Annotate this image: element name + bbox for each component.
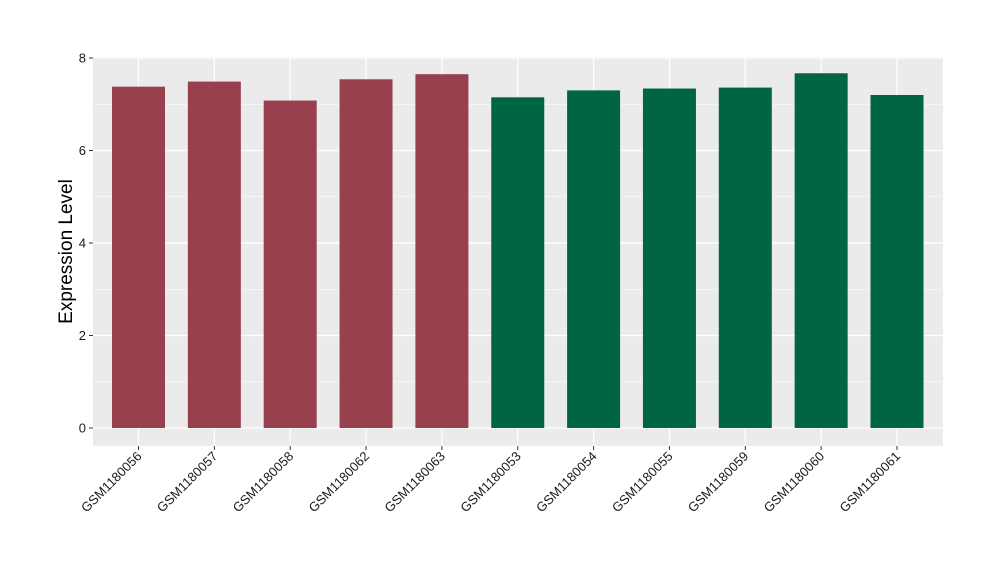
bar-GSM1180062 [339, 79, 393, 429]
bar-GSM1180054 [567, 90, 621, 428]
y-tick-label: 0 [79, 421, 86, 436]
bar-GSM1180055 [642, 88, 696, 429]
bar-GSM1180063 [415, 74, 469, 428]
x-tick-label: GSM1180060 [761, 449, 828, 516]
bar-GSM1180057 [187, 81, 241, 429]
y-tick-label: 4 [79, 236, 86, 251]
x-tick-label: GSM1180058 [230, 449, 297, 516]
y-axis-title: Expression Level [56, 179, 77, 324]
bar-GSM1180056 [112, 86, 165, 429]
x-tick-label: GSM1180062 [306, 449, 373, 516]
x-tick-label: GSM1180055 [609, 449, 676, 516]
x-tick-label: GSM1180063 [381, 449, 448, 516]
bar-GSM1180059 [718, 87, 772, 428]
x-tick-label: GSM1180061 [836, 449, 903, 516]
bar-GSM1180058 [263, 100, 317, 429]
x-axis: GSM1180056 GSM1180057 GSM1180058 GSM1180062… [78, 446, 903, 515]
y-axis: 0 2 4 6 8 [79, 51, 93, 436]
y-tick-label: 2 [79, 328, 86, 343]
bars [112, 73, 924, 429]
x-tick-label: GSM1180056 [78, 449, 145, 516]
bar-GSM1180060 [794, 73, 848, 428]
bar-GSM1180053 [491, 97, 545, 428]
x-tick-label: GSM1180057 [154, 449, 221, 516]
y-tick-label: 8 [79, 51, 86, 66]
x-tick-label: GSM1180053 [457, 449, 524, 516]
bar-GSM1180061 [870, 95, 924, 428]
x-tick-label: GSM1180054 [533, 449, 600, 516]
x-tick-label: GSM1180059 [685, 449, 752, 516]
y-tick-label: 6 [79, 143, 86, 158]
